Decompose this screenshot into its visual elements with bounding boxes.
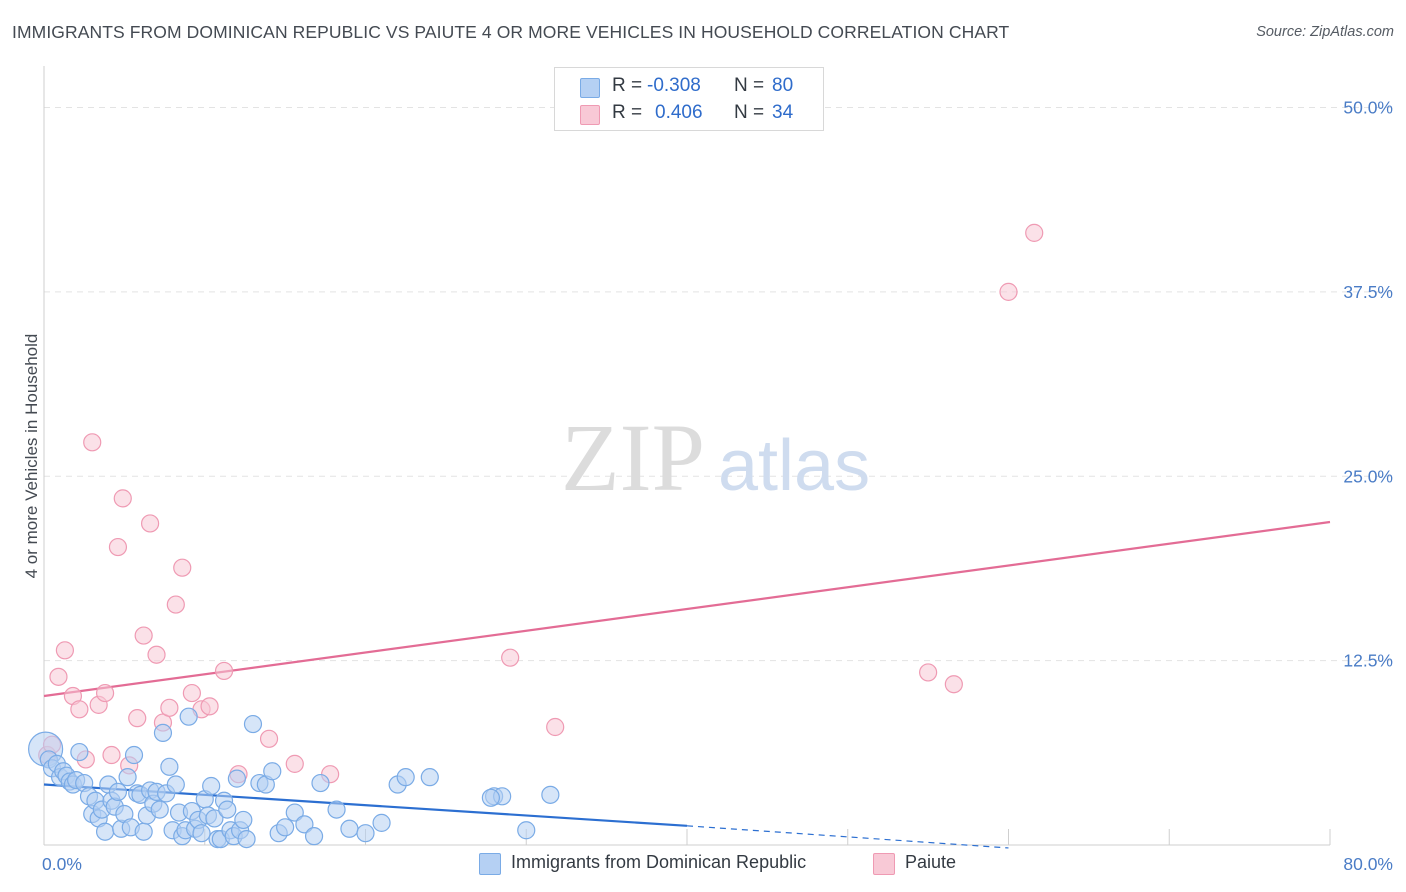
- point-dominican: [356, 824, 375, 843]
- point-dominican: [70, 742, 89, 762]
- correlation-legend: R = -0.308 N = 80 R = 0.406 N = 34: [554, 67, 824, 131]
- point-dominican: [243, 714, 263, 734]
- point-paiute: [214, 661, 234, 681]
- point-dominican: [118, 768, 137, 787]
- y-tick-labels: 12.5% 25.0% 37.5% 50.0%: [1343, 98, 1393, 671]
- legend-swatch-paiute: [580, 105, 600, 125]
- point-paiute: [919, 663, 938, 682]
- point-dominican: [150, 800, 169, 819]
- point-dominican: [517, 821, 536, 840]
- point-paiute: [102, 745, 121, 765]
- y-tick-label: 50.0%: [1343, 98, 1393, 118]
- point-paiute: [200, 697, 219, 716]
- point-paiute: [501, 648, 520, 667]
- point-dominican: [108, 782, 128, 802]
- point-dominican: [218, 800, 237, 819]
- watermark: ZIP atlas: [561, 404, 870, 511]
- point-paiute: [83, 433, 102, 452]
- point-paiute: [166, 595, 185, 614]
- legend-row-dominican: R = -0.308 N = 80: [555, 74, 823, 100]
- legend-swatch-dominican: [479, 853, 501, 875]
- legend-r-label: R =: [612, 102, 643, 123]
- point-dominican: [396, 768, 415, 787]
- point-dominican: [160, 757, 179, 776]
- y-tick-label: 12.5%: [1343, 651, 1393, 671]
- legend-n-label: N =: [734, 75, 765, 96]
- point-paiute: [1025, 223, 1044, 242]
- point-dominican: [202, 776, 221, 796]
- point-paiute: [285, 754, 304, 773]
- legend-label-paiute: Paiute: [905, 852, 957, 872]
- point-paiute: [128, 709, 147, 728]
- point-dominican: [234, 810, 253, 830]
- legend-n-label: N =: [734, 102, 765, 123]
- point-dominican: [134, 822, 153, 841]
- legend-r-value: -0.308: [647, 75, 701, 96]
- point-dominican: [192, 824, 211, 843]
- trend-lines: [43, 520, 1331, 849]
- legend-row-paiute: R = 0.406 N = 34: [555, 101, 823, 127]
- y-axis-label: 4 or more Vehicles in Household: [22, 334, 41, 579]
- point-paiute: [49, 667, 68, 686]
- point-paiute: [160, 698, 179, 717]
- point-paiute: [70, 700, 89, 719]
- x-tick-label: 80.0%: [1343, 854, 1393, 874]
- point-paiute: [55, 641, 74, 660]
- point-paiute: [108, 537, 128, 557]
- point-dominican: [481, 788, 500, 807]
- point-paiute: [113, 489, 132, 508]
- point-dominican: [237, 829, 256, 849]
- point-dominican: [304, 827, 324, 846]
- point-dominican: [541, 785, 560, 804]
- watermark-zip: ZIP: [561, 404, 705, 511]
- point-dominican: [166, 775, 185, 794]
- point-paiute: [259, 729, 279, 748]
- chart-title: IMMIGRANTS FROM DOMINICAN REPUBLIC VS PA…: [12, 22, 1010, 42]
- point-dominican: [420, 768, 439, 787]
- point-paiute: [173, 558, 192, 577]
- point-paiute: [999, 282, 1018, 301]
- point-paiute: [147, 645, 166, 664]
- point-dominican: [295, 815, 314, 834]
- legend-n-value: 34: [772, 102, 794, 123]
- point-paiute: [95, 683, 115, 703]
- point-dominican: [153, 723, 173, 743]
- x-tick-label: 0.0%: [42, 854, 82, 874]
- point-paiute: [134, 626, 153, 645]
- source-credit: Source: ZipAtlas.com: [1256, 24, 1394, 40]
- legend-swatch-dominican: [580, 78, 600, 98]
- trend-line-dominican-extension: [686, 825, 1009, 849]
- legend-label-dominican: Immigrants from Dominican Republic: [511, 852, 807, 872]
- point-paiute: [546, 717, 565, 737]
- y-tick-label: 37.5%: [1343, 282, 1393, 302]
- legend-swatch-paiute: [873, 853, 895, 875]
- point-dominican: [311, 773, 330, 793]
- point-dominican: [205, 809, 224, 828]
- point-paiute: [944, 675, 963, 694]
- point-paiute: [140, 514, 160, 533]
- trend-line-paiute: [43, 520, 1331, 698]
- series-legend: Immigrants from Dominican Republic Paiut…: [0, 850, 1406, 878]
- legend-r-label: R =: [612, 75, 643, 96]
- watermark-atlas: atlas: [718, 426, 870, 506]
- point-dominican: [124, 745, 144, 765]
- gridlines: [44, 107, 1392, 662]
- x-tick-labels: 0.0% 80.0%: [42, 854, 1393, 874]
- data-points: [28, 223, 1044, 849]
- point-dominican: [95, 822, 115, 841]
- point-dominican: [340, 819, 359, 838]
- point-dominican: [263, 762, 282, 781]
- y-tick-label: 25.0%: [1343, 466, 1393, 486]
- point-dominican: [327, 800, 346, 819]
- point-dominican: [285, 803, 304, 822]
- point-dominican: [179, 707, 198, 726]
- legend-r-value: 0.406: [655, 102, 703, 123]
- point-dominican: [372, 813, 391, 832]
- legend-n-value: 80: [772, 75, 794, 96]
- point-paiute: [182, 683, 201, 703]
- point-dominican: [276, 818, 295, 837]
- point-dominican: [227, 769, 246, 788]
